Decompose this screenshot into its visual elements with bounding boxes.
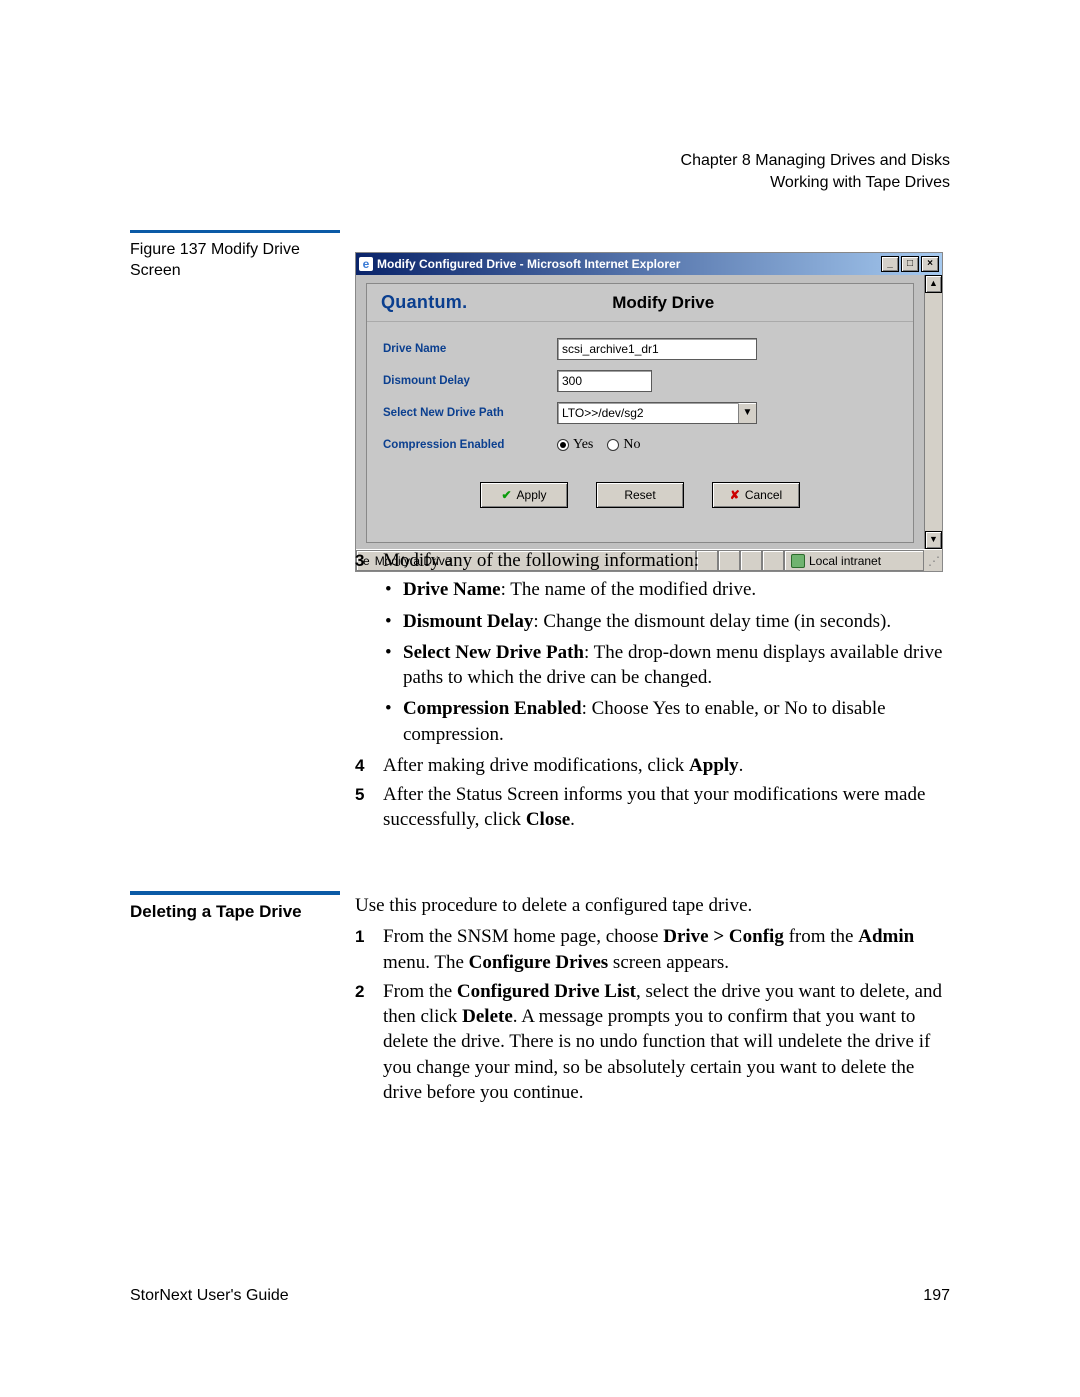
label-compression: Compression Enabled	[383, 439, 547, 451]
reset-button[interactable]: Reset	[596, 482, 684, 508]
radio-no[interactable]: No	[607, 437, 640, 453]
step-text: After the Status Screen informs you that…	[383, 782, 950, 833]
step-number: 5	[355, 782, 371, 833]
section-line: Working with Tape Drives	[681, 172, 950, 194]
bullet-icon: •	[385, 577, 393, 602]
step-number: 3	[355, 548, 371, 573]
scroll-down-icon[interactable]: ▼	[925, 531, 942, 549]
x-icon: ✘	[730, 488, 740, 502]
apply-label: Apply	[517, 488, 547, 502]
close-button[interactable]: ×	[921, 256, 939, 272]
step-text: Modify any of the following information:	[383, 548, 950, 573]
maximize-button[interactable]: □	[901, 256, 919, 272]
radio-no-label: No	[623, 437, 640, 453]
minimize-button[interactable]: _	[881, 256, 899, 272]
reset-label: Reset	[624, 488, 655, 502]
label-drive-path: Select New Drive Path	[383, 407, 547, 419]
bullet-text: Compression Enabled: Choose Yes to enabl…	[403, 696, 950, 747]
section-intro: Use this procedure to delete a configure…	[355, 893, 950, 918]
step-number: 1	[355, 924, 371, 975]
section-heading-text: Deleting a Tape Drive	[130, 902, 302, 921]
section-heading: Deleting a Tape Drive	[130, 891, 340, 922]
titlebar: e Modify Configured Drive - Microsoft In…	[356, 253, 942, 275]
radio-icon	[607, 439, 619, 451]
radio-icon	[557, 439, 569, 451]
instruction-block: 3 Modify any of the following informatio…	[355, 548, 950, 837]
check-icon: ✔	[501, 488, 511, 502]
bullet-icon: •	[385, 640, 393, 691]
step-text: From the SNSM home page, choose Drive > …	[383, 924, 950, 975]
section-body: Use this procedure to delete a configure…	[355, 893, 950, 1109]
bullet-text: Select New Drive Path: The drop-down men…	[403, 640, 950, 691]
label-dismount-delay: Dismount Delay	[383, 375, 547, 387]
figure-number: Figure 137	[130, 241, 207, 258]
label-drive-name: Drive Name	[383, 343, 547, 355]
bullet-icon: •	[385, 696, 393, 747]
drive-path-select[interactable]: LTO>>/dev/sg2 ▼	[557, 402, 757, 424]
ie-icon: e	[359, 257, 373, 271]
window-title: Modify Configured Drive - Microsoft Inte…	[377, 257, 877, 271]
step-number: 2	[355, 979, 371, 1105]
bullet-text: Drive Name: The name of the modified dri…	[403, 577, 756, 602]
step-text: From the Configured Drive List, select t…	[383, 979, 950, 1105]
step-number: 4	[355, 753, 371, 778]
chapter-line: Chapter 8 Managing Drives and Disks	[681, 150, 950, 172]
page-header: Chapter 8 Managing Drives and Disks Work…	[681, 150, 950, 193]
page-number: 197	[923, 1287, 950, 1305]
brand-logo: Quantum.	[381, 292, 467, 313]
panel-title: Modify Drive	[467, 293, 899, 313]
step-text: After making drive modifications, click …	[383, 753, 950, 778]
radio-yes[interactable]: Yes	[557, 437, 593, 453]
cancel-label: Cancel	[745, 488, 782, 502]
bullet-text: Dismount Delay: Change the dismount dela…	[403, 609, 891, 634]
apply-button[interactable]: ✔ Apply	[480, 482, 568, 508]
scrollbar[interactable]: ▲ ▼	[924, 275, 942, 549]
drive-path-value: LTO>>/dev/sg2	[562, 406, 644, 420]
cancel-button[interactable]: ✘ Cancel	[712, 482, 800, 508]
figure-caption: Figure 137 Modify Drive Screen	[130, 230, 340, 282]
bullet-icon: •	[385, 609, 393, 634]
dismount-delay-input[interactable]	[557, 370, 652, 392]
page-footer: StorNext User's Guide 197	[130, 1287, 950, 1305]
footer-left: StorNext User's Guide	[130, 1287, 289, 1305]
screenshot-window: e Modify Configured Drive - Microsoft In…	[355, 252, 943, 572]
radio-yes-label: Yes	[573, 437, 593, 453]
scroll-up-icon[interactable]: ▲	[925, 275, 942, 293]
chevron-down-icon: ▼	[738, 403, 756, 423]
form-panel: Quantum. Modify Drive Drive Name Dismoun…	[366, 283, 914, 543]
drive-name-input[interactable]	[557, 338, 757, 360]
